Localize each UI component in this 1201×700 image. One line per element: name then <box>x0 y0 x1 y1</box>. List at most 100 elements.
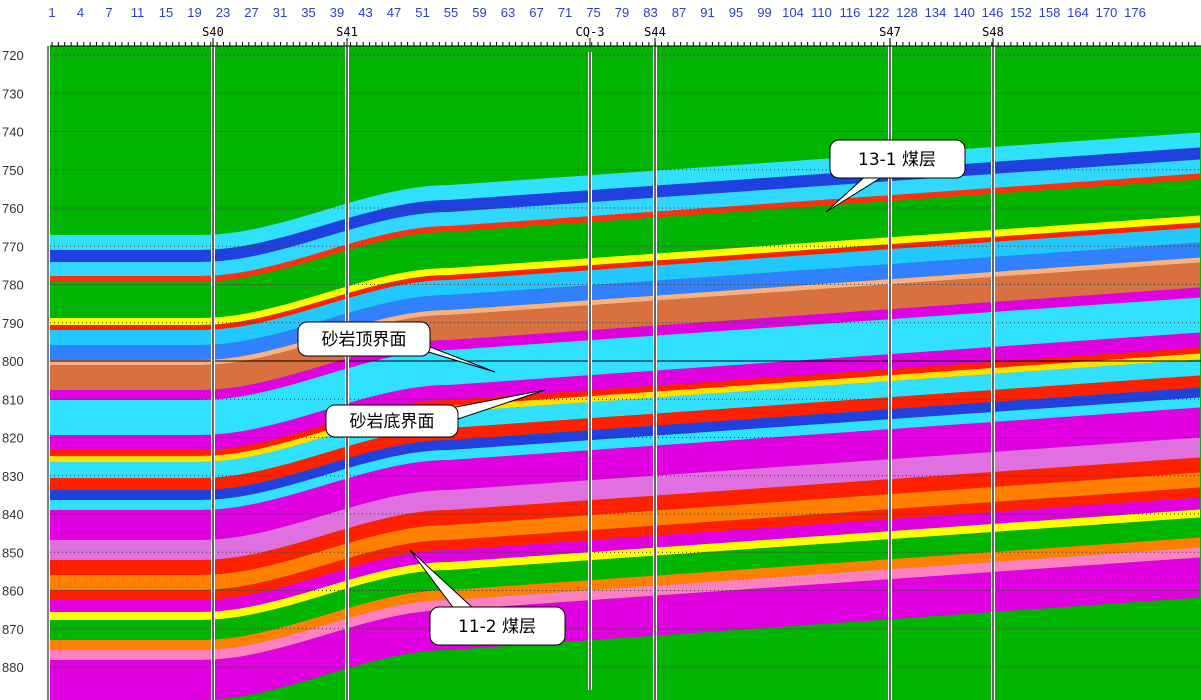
layer <box>50 173 1200 282</box>
trace-label: 1 <box>48 5 55 20</box>
well-label: CQ-3 <box>576 25 605 39</box>
trace-label: 104 <box>782 5 804 20</box>
trace-label: 128 <box>896 5 918 20</box>
trace-label: 146 <box>982 5 1004 20</box>
depth-label: 830 <box>2 469 24 484</box>
trace-label: 31 <box>273 5 287 20</box>
layer <box>50 227 1200 345</box>
layer <box>50 472 1200 590</box>
trace-label: 140 <box>953 5 975 20</box>
callout-text: 13-1 煤层 <box>858 150 936 170</box>
trace-label: 170 <box>1096 5 1118 20</box>
depth-label: 880 <box>2 660 24 675</box>
depth-label: 870 <box>2 622 24 637</box>
layer <box>50 215 1200 325</box>
layer <box>50 397 1200 510</box>
depth-label: 730 <box>2 86 24 101</box>
depth-label: 740 <box>2 125 24 140</box>
layer <box>50 179 1200 318</box>
trace-label: 79 <box>615 5 629 20</box>
callout-text: 11-2 煤层 <box>458 617 536 637</box>
depth-label: 780 <box>2 278 24 293</box>
trace-label: 176 <box>1124 5 1146 20</box>
depth-label: 820 <box>2 431 24 446</box>
well-label: S48 <box>982 25 1004 39</box>
depth-label: 720 <box>2 48 24 63</box>
trace-label: 164 <box>1067 5 1089 20</box>
trace-label: 39 <box>330 5 344 20</box>
depth-label: 840 <box>2 507 24 522</box>
trace-label: 47 <box>387 5 401 20</box>
trace-label: 35 <box>301 5 315 20</box>
layer <box>50 497 1200 612</box>
depth-label: 750 <box>2 163 24 178</box>
trace-label: 59 <box>472 5 486 20</box>
callout-text: 砂岩底界面 <box>350 412 435 432</box>
axes: 720 730 740 750 760 770 780 790 800 810 820 830 840 8… <box>2 5 1196 675</box>
trace-label: 55 <box>444 5 458 20</box>
trace-label: 116 <box>840 5 861 20</box>
depth-label: 810 <box>2 392 24 407</box>
trace-label: 158 <box>1039 5 1061 20</box>
trace-label: 27 <box>244 5 258 20</box>
layer <box>50 297 1200 435</box>
trace-label: 71 <box>558 5 572 20</box>
layer <box>50 509 1200 620</box>
callout: 11-2 煤层 <box>409 549 566 646</box>
trace-label: 87 <box>672 5 686 20</box>
well-label: S40 <box>202 25 224 39</box>
trace-label: 95 <box>729 5 743 20</box>
layer <box>50 287 1200 400</box>
layer <box>50 487 1200 600</box>
depth-label: 790 <box>2 316 24 331</box>
trace-label: 110 <box>811 5 832 20</box>
layer <box>50 262 1200 390</box>
trace-label: 134 <box>925 5 947 20</box>
trace-label: 43 <box>358 5 372 20</box>
depth-label: 860 <box>2 584 24 599</box>
layer <box>50 387 1200 500</box>
layer <box>50 537 1200 650</box>
layer <box>50 222 1200 330</box>
trace-label: 51 <box>415 5 429 20</box>
layer <box>50 375 1200 490</box>
grid <box>50 54 1201 668</box>
wells <box>211 46 995 700</box>
layer <box>50 257 1200 365</box>
layer <box>50 347 1200 456</box>
left-axis-area <box>0 0 48 700</box>
layer <box>50 547 1200 660</box>
trace-label: 19 <box>187 5 201 20</box>
layer <box>50 407 1200 540</box>
trace-label: 23 <box>216 5 230 20</box>
trace-label: 7 <box>105 5 112 20</box>
callout-text: 砂岩顶界面 <box>322 330 407 350</box>
depth-label: 850 <box>2 545 24 560</box>
trace-label: 15 <box>159 5 173 20</box>
trace-label: 99 <box>757 5 771 20</box>
well-label: S47 <box>879 25 901 39</box>
trace-label: 4 <box>77 5 84 20</box>
trace-label: 67 <box>529 5 543 20</box>
depth-label: 760 <box>2 201 24 216</box>
callout: 砂岩底界面 <box>325 389 546 438</box>
layer <box>50 159 1200 276</box>
trace-label: 63 <box>501 5 515 20</box>
depth-label: 770 <box>2 239 24 254</box>
trace-label: 122 <box>868 5 890 20</box>
layer <box>50 517 1200 640</box>
callout: 砂岩顶界面 <box>297 321 496 373</box>
layer <box>50 437 1200 560</box>
trace-label: 152 <box>1010 5 1032 20</box>
layer <box>50 353 1200 462</box>
layer <box>50 557 1200 700</box>
layer <box>50 457 1200 575</box>
trace-label: 11 <box>131 5 145 20</box>
well-label: S44 <box>644 25 666 39</box>
layer <box>50 359 1200 478</box>
trace-label: 91 <box>700 5 714 20</box>
callout: 13-1 煤层 <box>825 139 966 213</box>
well-label: S41 <box>336 25 358 39</box>
trace-label: 83 <box>643 5 657 20</box>
